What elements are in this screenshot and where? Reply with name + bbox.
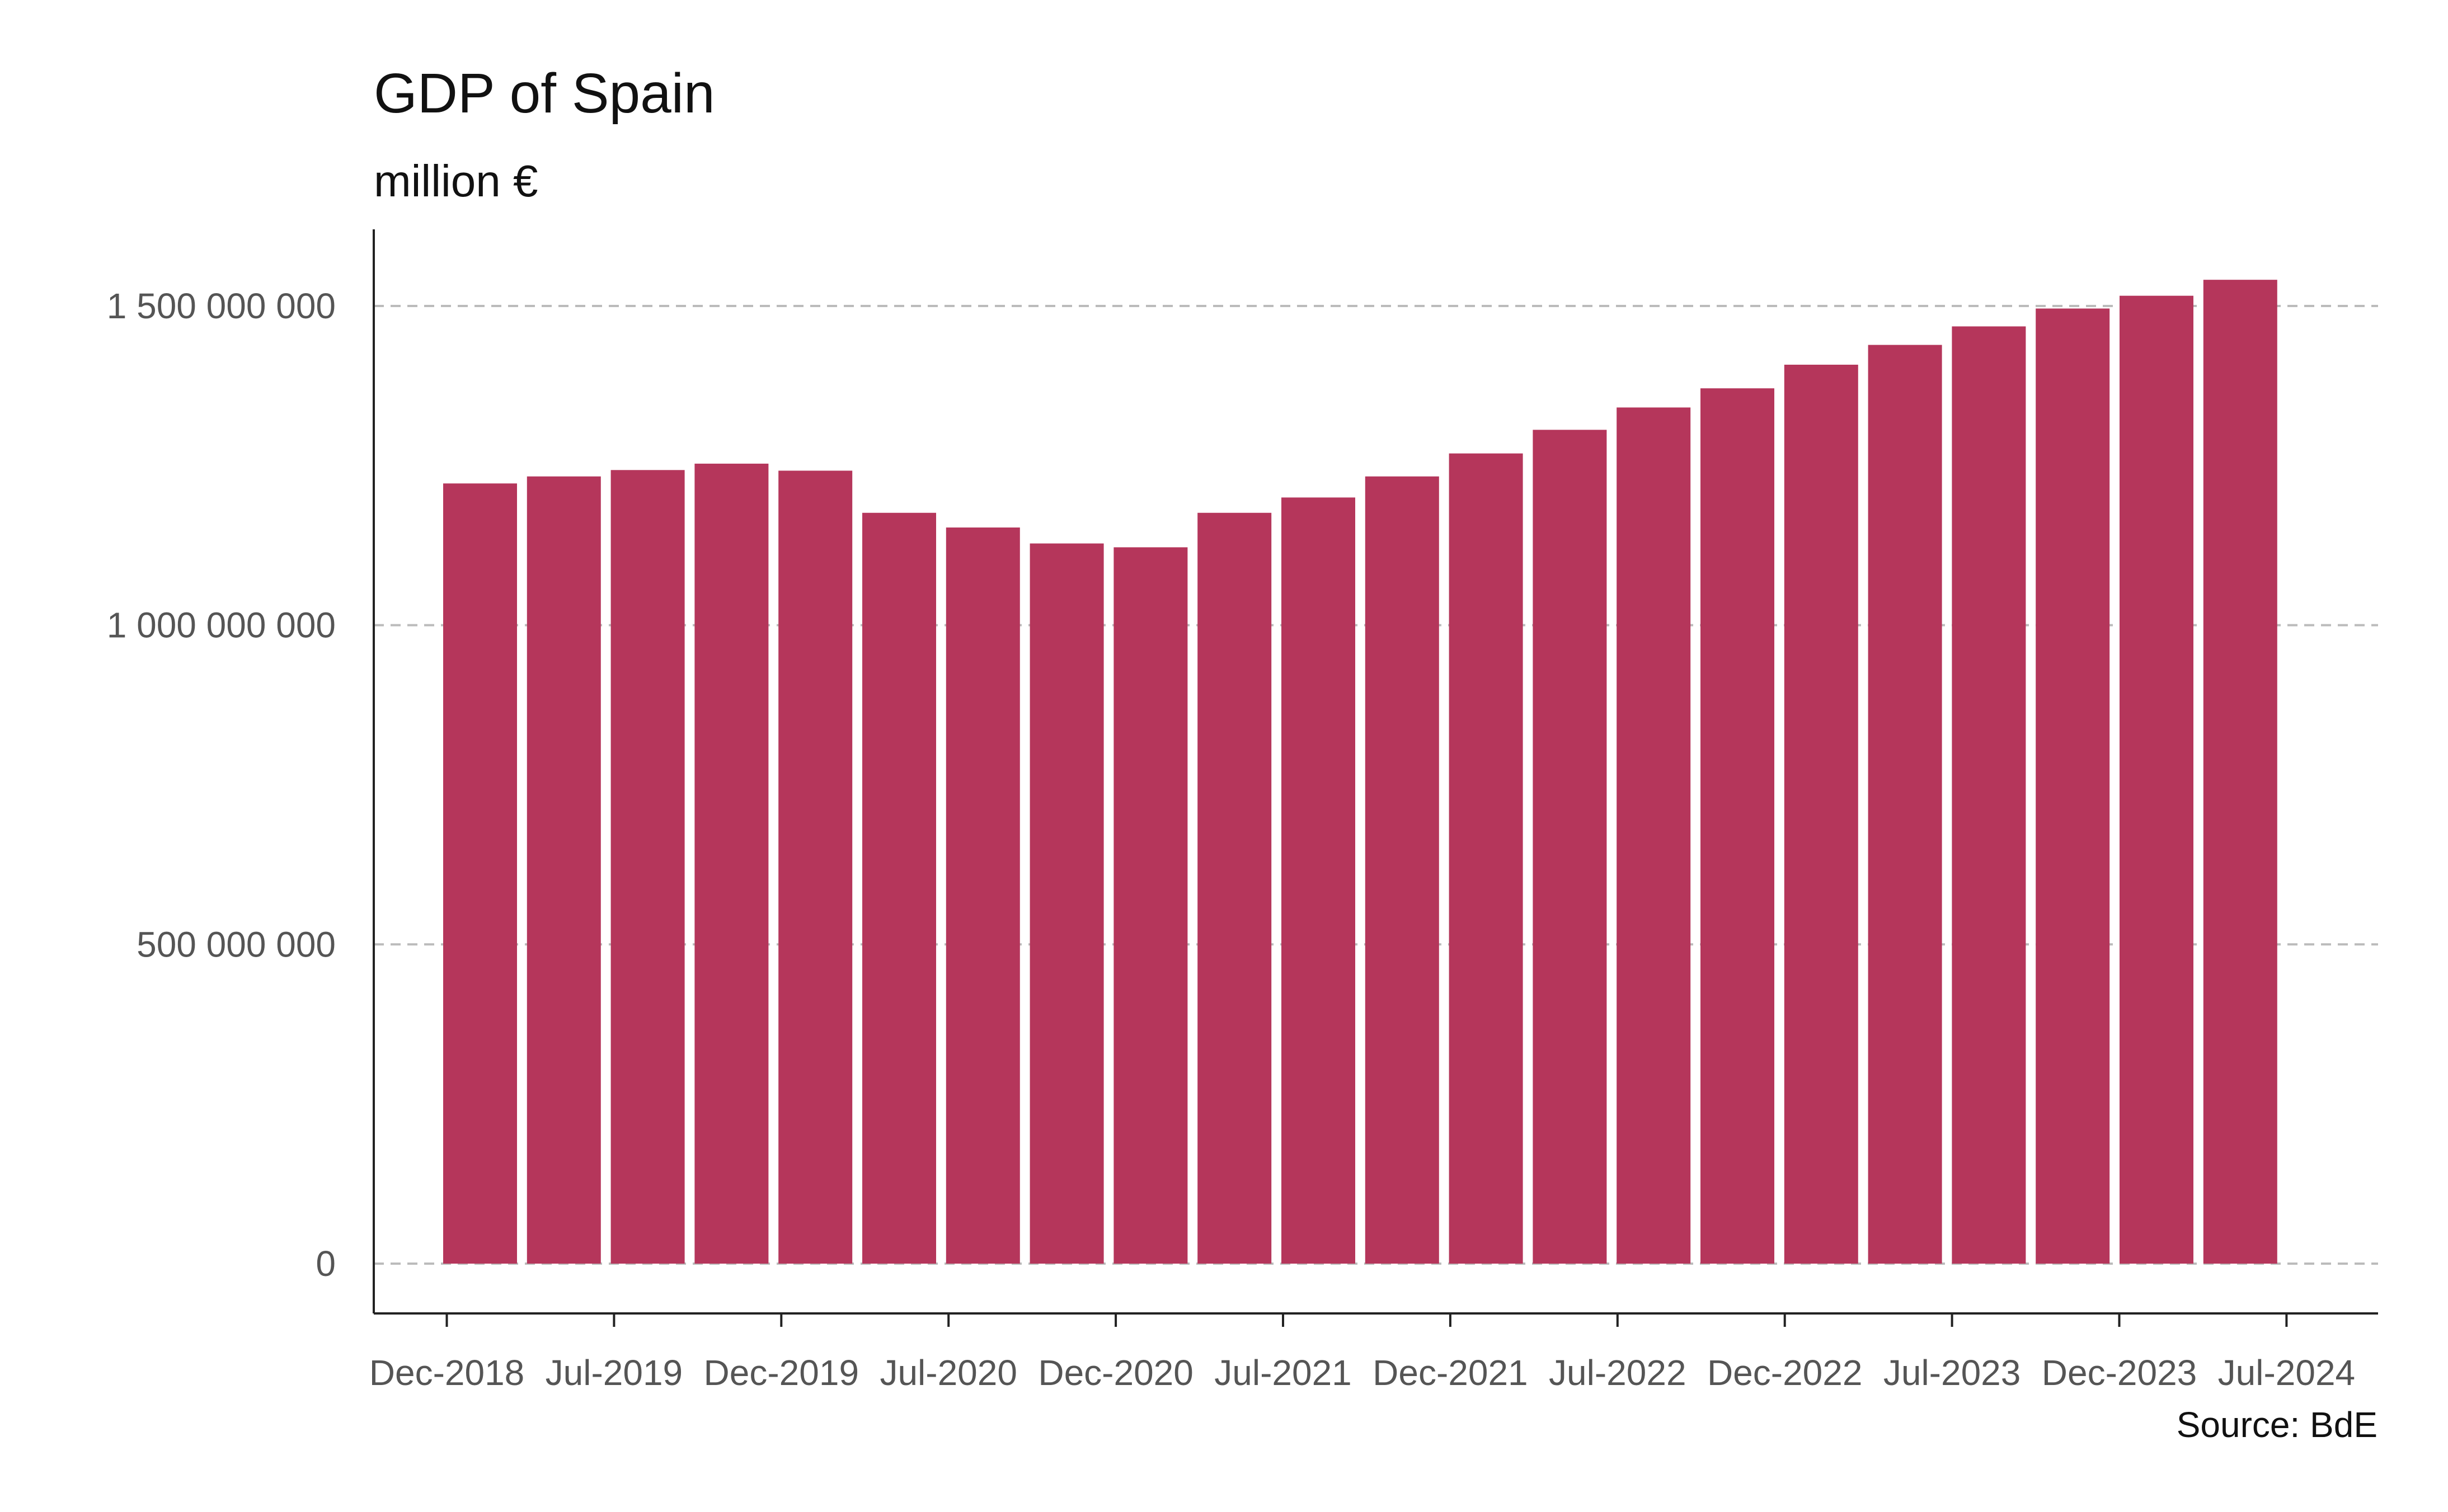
x-tick-label: Dec-2019 xyxy=(704,1353,859,1393)
bar xyxy=(1449,453,1523,1264)
y-tick-label: 1 500 000 000 xyxy=(107,286,336,326)
bar xyxy=(1197,512,1272,1264)
bar xyxy=(2036,308,2110,1264)
x-tick-label: Jul-2019 xyxy=(546,1353,683,1393)
bar xyxy=(694,463,769,1264)
y-tick-label: 500 000 000 xyxy=(137,924,336,964)
bar xyxy=(862,512,936,1264)
bar xyxy=(1617,407,1691,1264)
x-tick-label: Dec-2020 xyxy=(1038,1353,1194,1393)
bar xyxy=(610,470,685,1264)
y-tick-label: 1 000 000 000 xyxy=(107,605,336,646)
bar xyxy=(1700,388,1774,1264)
x-tick-label: Dec-2023 xyxy=(2042,1353,2197,1393)
bar xyxy=(1113,547,1188,1264)
x-tick-label: Dec-2018 xyxy=(369,1353,525,1393)
bar xyxy=(1784,364,1858,1264)
bar xyxy=(1030,543,1104,1264)
bar xyxy=(2120,295,2193,1264)
bar xyxy=(778,470,853,1264)
bar xyxy=(443,483,517,1264)
chart-title: GDP of Spain xyxy=(374,62,715,125)
bar xyxy=(1868,345,1942,1264)
y-tick-label: 0 xyxy=(316,1243,336,1284)
x-tick-label: Jul-2024 xyxy=(2218,1353,2356,1393)
bar xyxy=(527,476,601,1264)
bar xyxy=(946,527,1020,1264)
chart-caption: Source: BdE xyxy=(2176,1405,2377,1445)
bar xyxy=(1281,497,1355,1264)
x-tick-label: Jul-2022 xyxy=(1549,1353,1686,1393)
bar xyxy=(2203,280,2277,1264)
x-tick-label: Jul-2020 xyxy=(880,1353,1017,1393)
bar-series xyxy=(443,280,2277,1264)
chart-subtitle: million € xyxy=(374,156,538,206)
tick-labels: 0 500 000 000 1 000 000 000 1 500 000 000 De… xyxy=(107,286,2355,1393)
bar xyxy=(1365,476,1439,1264)
bar xyxy=(1533,430,1607,1264)
x-tick-label: Dec-2022 xyxy=(1707,1353,1863,1393)
x-tick-label: Dec-2021 xyxy=(1373,1353,1528,1393)
bar xyxy=(1952,326,2026,1264)
axes xyxy=(373,229,2378,1327)
x-tick-label: Jul-2021 xyxy=(1214,1353,1352,1393)
x-tick-label: Jul-2023 xyxy=(1883,1353,2021,1393)
